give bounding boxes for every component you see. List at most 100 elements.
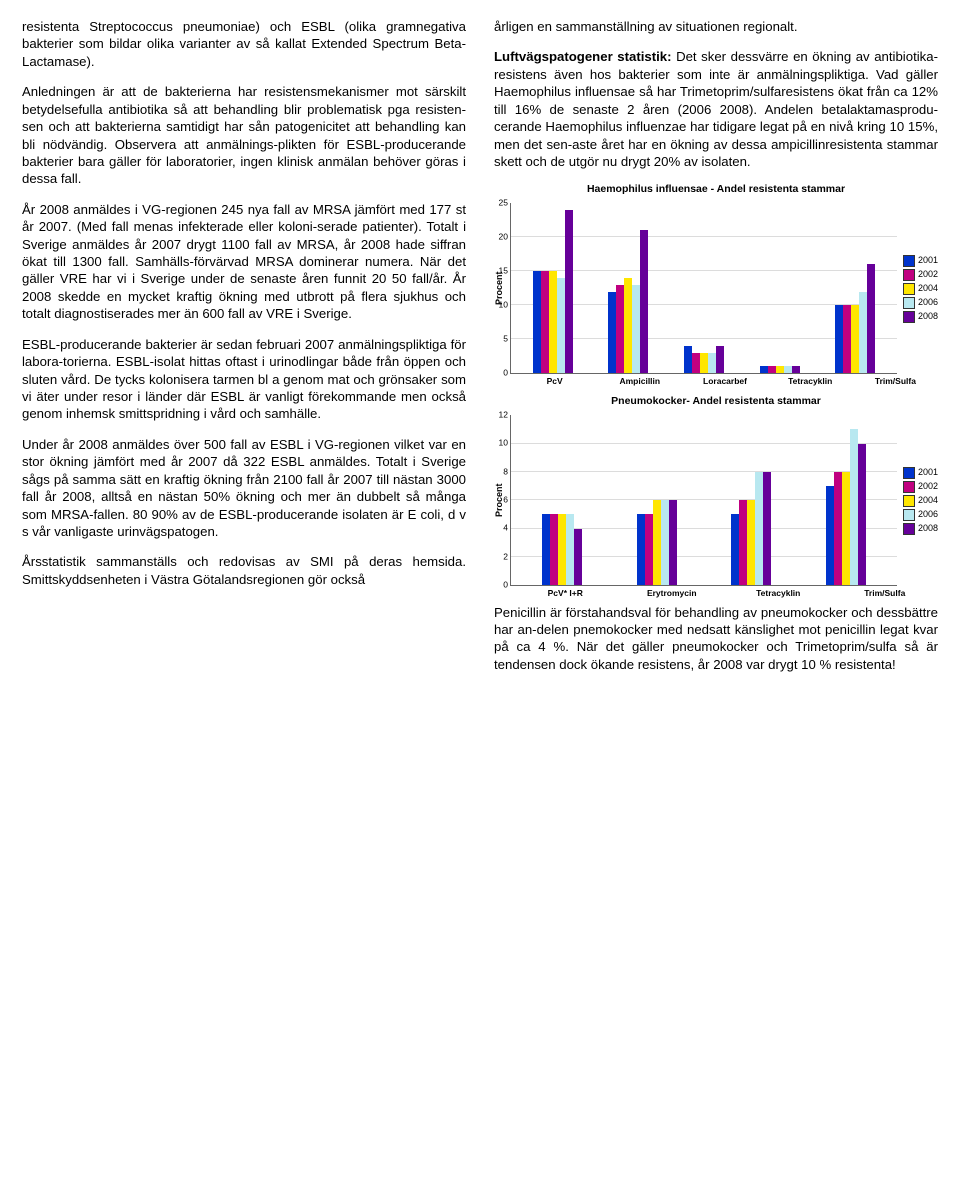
x-tick: Loracarbef [682,376,767,387]
x-tick: PcV [512,376,597,387]
legend-swatch [903,481,915,493]
legend-label: 2002 [918,481,938,493]
bar [637,514,645,585]
legend-item: 2006 [903,297,938,309]
bar [792,366,800,373]
chart-haemophilus: Haemophilus influensae - Andel resistent… [494,183,938,387]
legend-swatch [903,255,915,267]
legend-item: 2008 [903,311,938,323]
bar [858,444,866,586]
legend-swatch [903,283,915,295]
legend-item: 2008 [903,523,938,535]
left-para-3: År 2008 anmäldes i VG-regionen 245 nya f… [22,201,466,323]
left-para-5: Under år 2008 anmäldes över 500 fall av … [22,436,466,541]
y-tick: 10 [499,300,511,311]
bar-group [608,230,648,373]
left-para-2: Anledningen är att de bakterierna har re… [22,83,466,188]
bar [747,500,755,585]
legend-item: 2001 [903,255,938,267]
bar [632,285,640,373]
legend-item: 2004 [903,283,938,295]
bar [669,500,677,585]
y-tick: 2 [503,551,511,562]
x-tick: Tetracyklin [768,376,853,387]
legend-label: 2001 [918,467,938,479]
bar [549,271,557,373]
bar [684,346,692,373]
chart1-xticks: PcVAmpicillinLoracarbefTetracyklinTrim/S… [494,376,938,387]
right-para-1: årligen en sammanställning av situatione… [494,18,938,35]
chart1-ylabel: Procent [494,203,506,374]
bar-group [731,472,771,585]
chart-pneumokocker: Pneumokocker- Andel resistenta stammar P… [494,395,938,599]
chart2-xticks: PcV* I+RErytromycinTetracyklinTrim/Sulfa [494,588,938,599]
y-tick: 4 [503,523,511,534]
chart1-plot: 0510152025 [510,203,897,374]
legend-label: 2004 [918,495,938,507]
y-tick: 15 [499,266,511,277]
bar-group [637,500,677,585]
x-tick: Tetracyklin [725,588,832,599]
x-tick: Ampicillin [597,376,682,387]
bar [826,486,834,585]
chart1-title: Haemophilus influensae - Andel resistent… [494,183,938,197]
left-column: resistenta Streptococcus pneumoniae) och… [22,18,466,686]
x-tick: Trim/Sulfa [853,376,938,387]
bar-group [835,264,875,373]
y-tick: 5 [503,334,511,345]
bar [542,514,550,585]
legend-label: 2008 [918,523,938,535]
x-tick: PcV* I+R [512,588,619,599]
bar [558,514,566,585]
right-para-2-body: Det sker dessvärre en ökning av antibiot… [494,49,938,169]
right-para-2: Luftvägspatogener statistik: Det sker de… [494,48,938,170]
legend-label: 2002 [918,269,938,281]
bar [653,500,661,585]
legend-swatch [903,297,915,309]
y-tick: 0 [503,580,511,591]
bar [640,230,648,373]
bar-group [542,514,582,585]
bar [731,514,739,585]
bar [763,472,771,585]
left-para-4: ESBL-producerande bakterier är sedan feb… [22,336,466,423]
legend-swatch [903,311,915,323]
bar [835,305,843,373]
bar-group [533,210,573,373]
bar [566,514,574,585]
right-column: årligen en sammanställning av situatione… [494,18,938,686]
chart2-plot: 024681012 [510,415,897,586]
left-para-1: resistenta Streptococcus pneumoniae) och… [22,18,466,70]
bar [768,366,776,373]
legend-label: 2001 [918,255,938,267]
right-para-3: Penicillin är förstahandsval för behandl… [494,604,938,674]
legend-swatch [903,509,915,521]
y-tick: 25 [499,198,511,209]
bar [784,366,792,373]
legend-label: 2008 [918,311,938,323]
two-column-layout: resistenta Streptococcus pneumoniae) och… [22,18,938,686]
bar [859,292,867,374]
bar [624,278,632,373]
chart1-legend: 2001 2002 2004 2006 2008 [901,203,938,374]
y-tick: 20 [499,232,511,243]
legend-label: 2006 [918,509,938,521]
x-tick: Trim/Sulfa [832,588,939,599]
y-tick: 12 [499,410,511,421]
bar [843,305,851,373]
bar [834,472,842,585]
legend-item: 2004 [903,495,938,507]
legend-item: 2002 [903,269,938,281]
bar [842,472,850,585]
legend-swatch [903,467,915,479]
bar [850,429,858,585]
bar [716,346,724,373]
bar [574,529,582,586]
bar [700,353,708,373]
x-tick: Erytromycin [619,588,726,599]
bar [550,514,558,585]
bar-group [826,429,866,585]
bar [851,305,859,373]
y-tick: 8 [503,466,511,477]
bar [616,285,624,373]
